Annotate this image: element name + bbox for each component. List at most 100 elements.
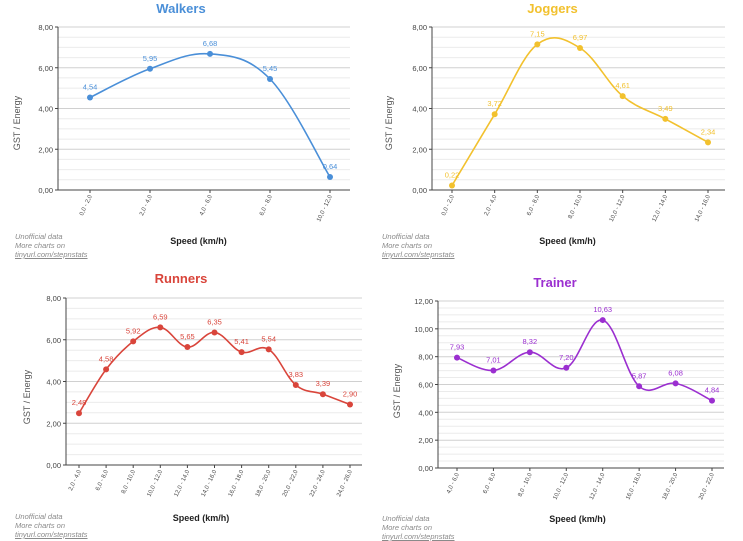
- data-point: [534, 41, 541, 48]
- data-point: [577, 44, 583, 51]
- data-label: 7,20: [559, 353, 574, 362]
- x-tick-label: 18,0 - 20,0: [662, 472, 680, 501]
- data-point: [619, 93, 626, 100]
- data-label: 3,72: [487, 99, 502, 108]
- data-point: [211, 329, 218, 336]
- data-label: 7,01: [486, 355, 501, 364]
- chart-title: Walkers: [156, 1, 206, 16]
- note-link[interactable]: tinyurl.com/stepnstats: [15, 250, 88, 259]
- data-point: [238, 349, 245, 356]
- data-label: 6,68: [203, 39, 218, 48]
- data-point: [87, 94, 93, 101]
- data-label: 4,58: [99, 354, 114, 363]
- y-tick-label: 4,00: [412, 105, 427, 114]
- y-tick-label: 0,00: [418, 464, 433, 473]
- x-tick-label: 10,0 - 12,0: [316, 194, 334, 223]
- x-tick-label: 0,0 - 2,0: [79, 194, 94, 217]
- y-tick-label: 4,00: [418, 408, 433, 417]
- data-label: 10,63: [593, 305, 612, 314]
- x-tick-label: 4,0 - 6,0: [199, 194, 214, 217]
- y-tick-label: 12,00: [414, 297, 433, 306]
- note-link[interactable]: tinyurl.com/stepnstats: [382, 532, 455, 541]
- data-point: [491, 111, 498, 118]
- data-label: 2,34: [701, 127, 716, 136]
- note-unofficial: Unofficial data: [15, 512, 63, 521]
- source-note: Unofficial data More charts on tinyurl.c…: [382, 232, 455, 259]
- trainer-plot: 0,00 2,00 4,00 6,00 8,00 10,00 12,00 4,0 - 6,0 6…: [414, 297, 724, 501]
- data-label: 6,59: [153, 312, 168, 321]
- note-more-charts: More charts on: [15, 241, 66, 250]
- data-point: [347, 401, 353, 408]
- x-tick-label: 6,0 - 8,0: [95, 469, 110, 492]
- x-tick-label: 12,0 - 14,0: [174, 469, 192, 498]
- data-point: [563, 364, 570, 371]
- data-label: 3,39: [316, 379, 331, 388]
- source-note: Unofficial data More charts on tinyurl.c…: [382, 514, 455, 541]
- data-point: [454, 354, 460, 361]
- source-note: Unofficial data More charts on tinyurl.c…: [15, 232, 88, 259]
- data-point: [327, 173, 333, 180]
- x-tick-label: 6,0 - 8,0: [482, 472, 497, 495]
- data-label: 6,35: [207, 317, 222, 326]
- y-tick-label: 6,00: [46, 336, 61, 345]
- chart-title: Runners: [154, 271, 208, 286]
- data-point: [526, 349, 533, 356]
- data-label: 5,87: [632, 371, 647, 380]
- series-line: [456, 319, 713, 402]
- y-tick-label: 4,00: [38, 105, 53, 114]
- note-unofficial: Unofficial data: [382, 232, 430, 241]
- data-point: [292, 382, 299, 389]
- x-tick-label: 22,0 - 24,0: [309, 469, 327, 498]
- y-tick-label: 2,00: [412, 145, 427, 154]
- data-label: 2,48: [72, 398, 87, 407]
- x-tick-label: 24,0 - 26,0: [336, 469, 354, 498]
- data-point: [705, 139, 711, 146]
- note-unofficial: Unofficial data: [382, 514, 430, 523]
- y-tick-label: 8,00: [418, 353, 433, 362]
- x-tick-label: 16,0 - 18,0: [228, 469, 246, 498]
- data-point: [599, 317, 606, 324]
- data-point: [490, 367, 497, 374]
- data-label: 8,32: [523, 337, 538, 346]
- data-label: 5,65: [180, 332, 195, 341]
- y-tick-label: 8,00: [412, 23, 427, 32]
- x-tick-label: 0,0 - 2,0: [441, 194, 456, 217]
- y-tick-label: 8,00: [38, 23, 53, 32]
- data-label: 5,41: [234, 337, 249, 346]
- note-unofficial: Unofficial data: [15, 232, 63, 241]
- data-label: 4,61: [615, 81, 630, 90]
- data-point: [709, 397, 715, 404]
- y-tick-label: 0,00: [412, 186, 427, 195]
- x-tick-label: 18,0 - 20,0: [255, 469, 273, 498]
- chart-title: Joggers: [527, 1, 578, 16]
- data-point: [147, 65, 153, 72]
- x-tick-label: 6,0 - 8,0: [526, 194, 541, 217]
- x-axis-label: Speed (km/h): [539, 236, 596, 246]
- y-tick-label: 10,00: [414, 325, 433, 334]
- note-link[interactable]: tinyurl.com/stepnstats: [382, 250, 455, 259]
- y-tick-label: 4,00: [46, 378, 61, 387]
- note-more-charts: More charts on: [382, 523, 433, 532]
- data-label: 2,90: [343, 389, 358, 398]
- note-link[interactable]: tinyurl.com/stepnstats: [15, 530, 88, 539]
- y-tick-label: 0,00: [38, 186, 53, 195]
- data-label: 6,08: [668, 368, 683, 377]
- y-tick-label: 6,00: [412, 64, 427, 73]
- x-tick-label: 16,0 - 18,0: [625, 472, 643, 501]
- walkers-plot: 0,00 2,00 4,00 6,00 8,00 0,0 - 2,0 2,0 - 4,0 4,…: [38, 23, 350, 223]
- data-point: [265, 346, 272, 353]
- y-tick-label: 2,00: [418, 436, 433, 445]
- data-point: [267, 75, 273, 82]
- y-tick-label: 6,00: [418, 381, 433, 390]
- x-axis-label: Speed (km/h): [549, 514, 606, 524]
- x-tick-label: 12,0 - 14,0: [589, 472, 607, 501]
- x-tick-label: 2,0 - 4,0: [68, 469, 83, 492]
- x-tick-label: 10,0 - 12,0: [609, 194, 627, 223]
- data-label: 5,95: [143, 54, 158, 63]
- x-axis-label: Speed (km/h): [172, 513, 230, 523]
- x-tick-label: 14,0 - 16,0: [694, 194, 712, 223]
- joggers-chart-panel: Joggers GST / Energy 0,00 2,00 4,00 6,00 8,0…: [372, 0, 743, 265]
- series-line: [89, 52, 331, 178]
- data-label: 7,15: [530, 29, 545, 38]
